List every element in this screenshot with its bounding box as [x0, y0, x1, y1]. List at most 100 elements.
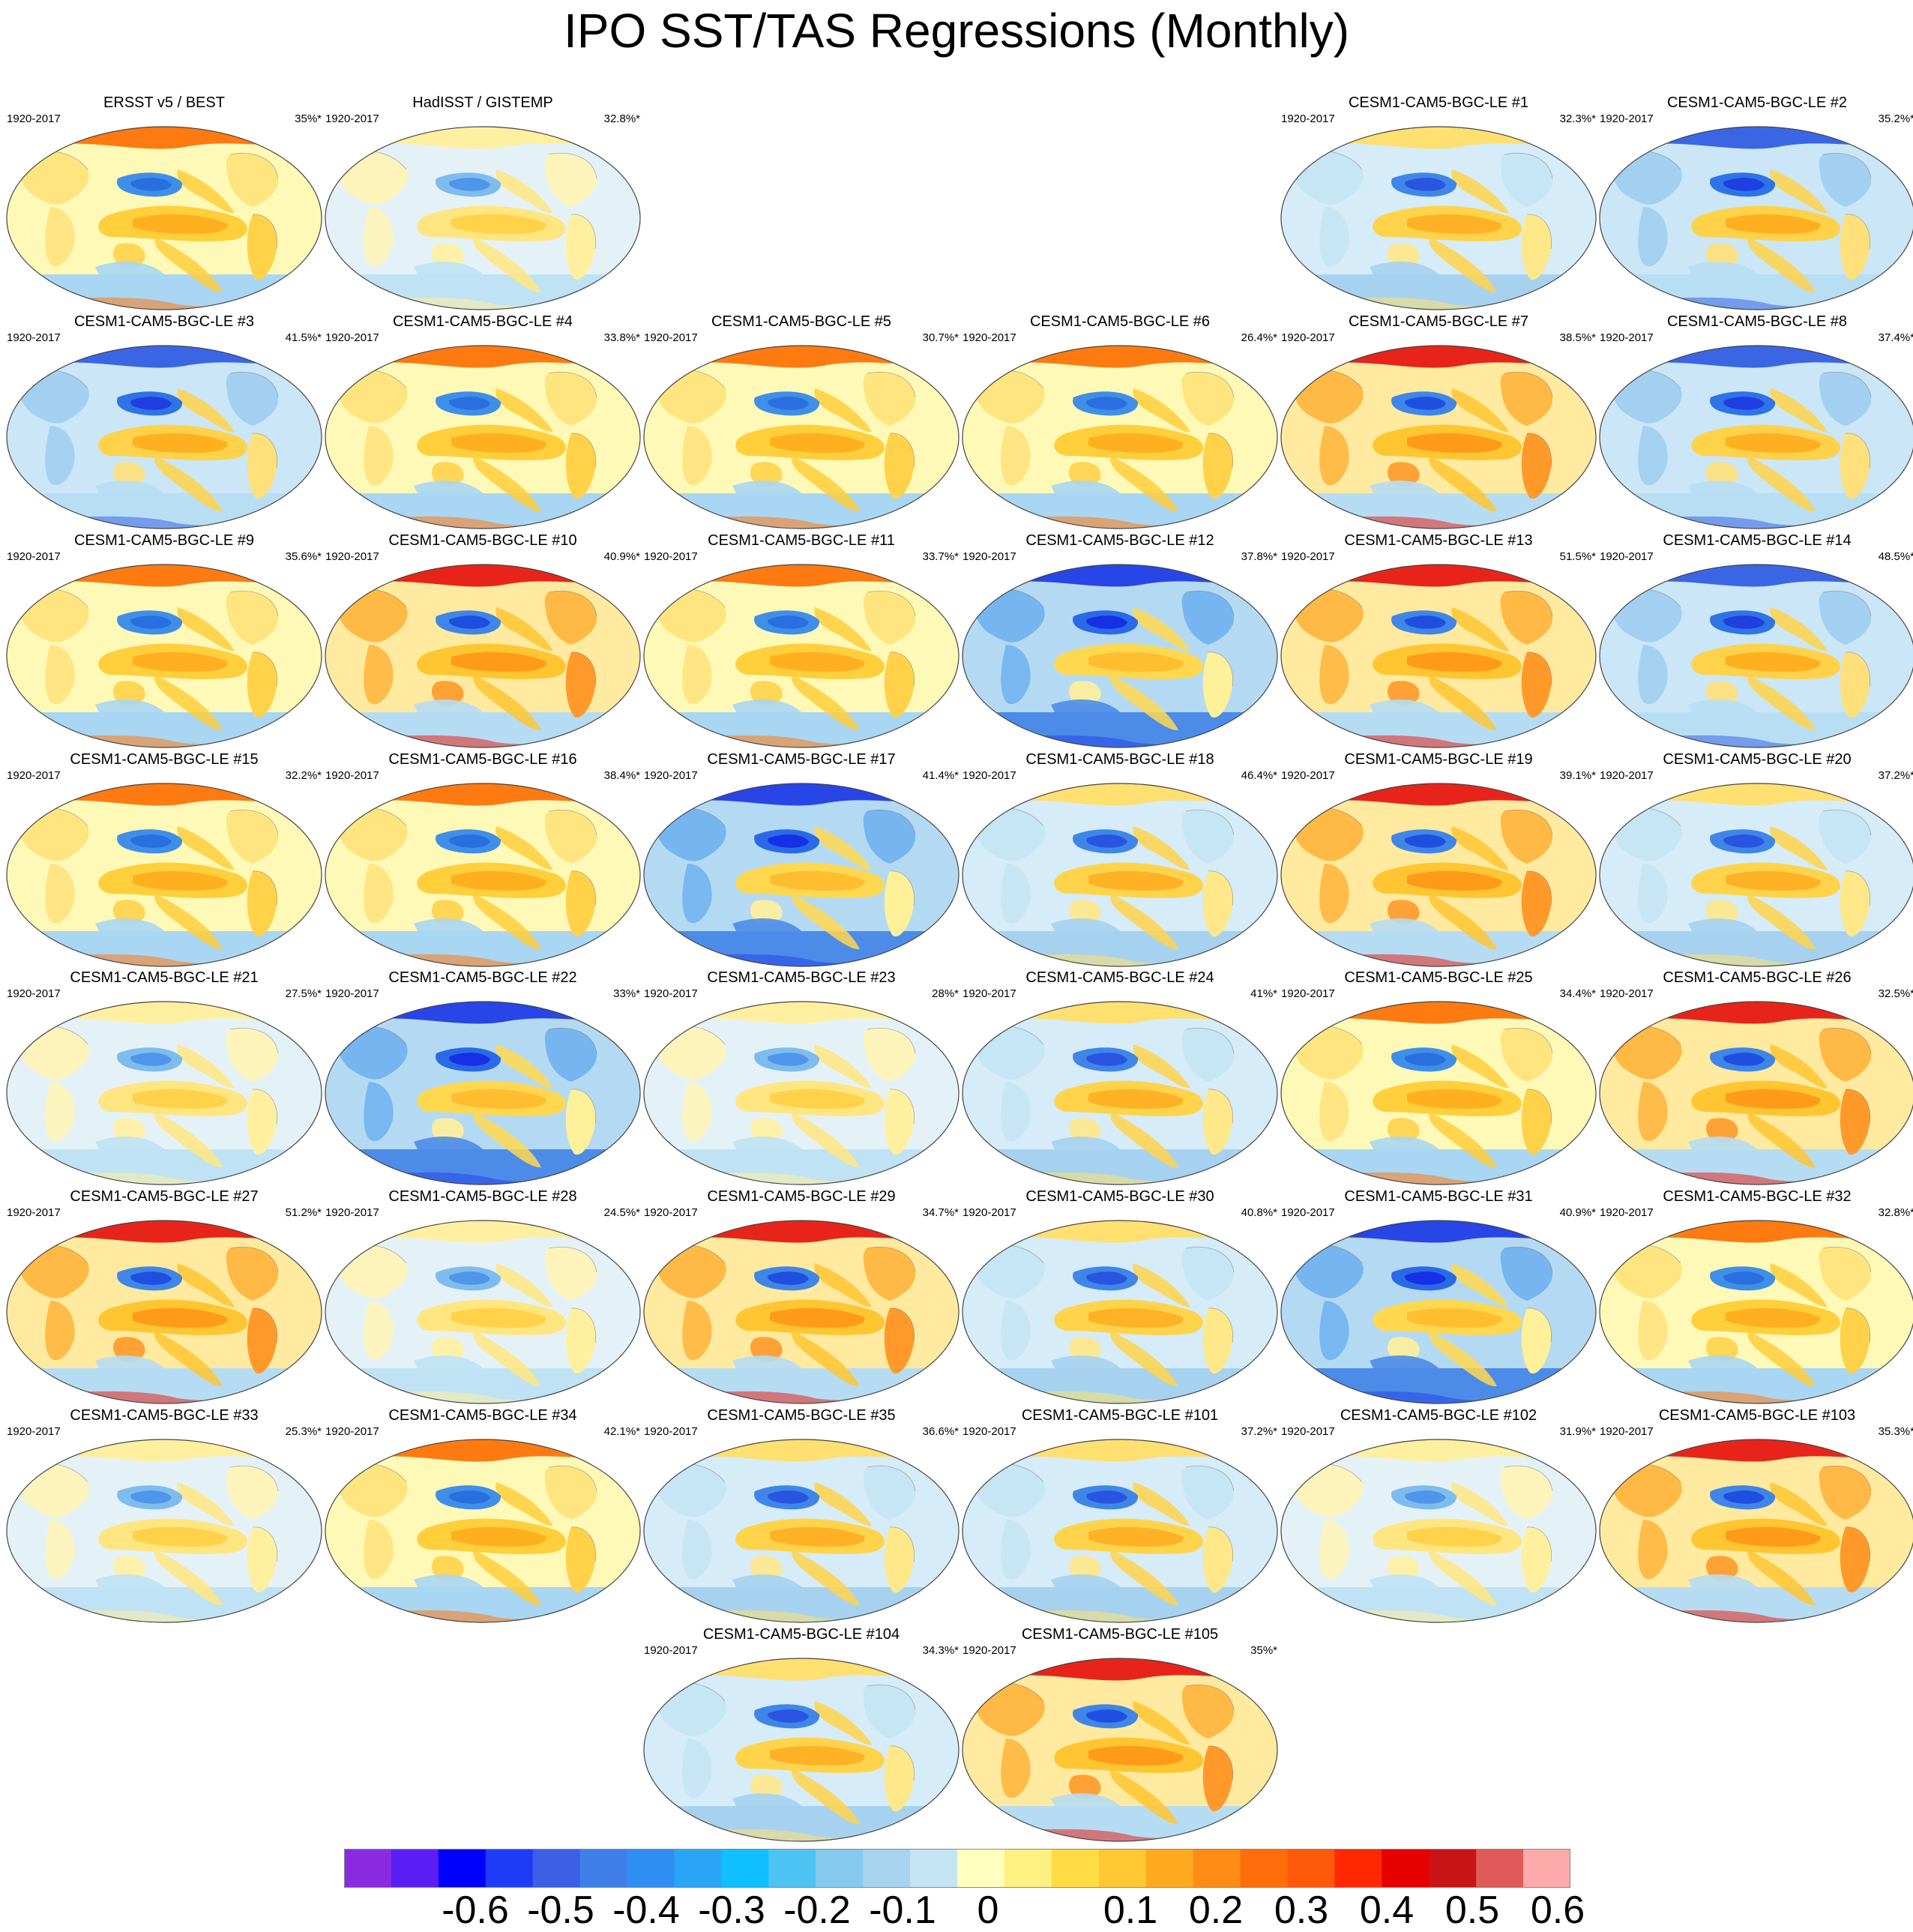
- panel-explained-variance: 37.4%*: [1878, 331, 1913, 344]
- regression-map: [325, 1220, 641, 1404]
- regression-map: [1280, 126, 1597, 310]
- panel-title: CESM1-CAM5-BGC-LE #19: [1344, 751, 1533, 768]
- map-panel: CESM1-CAM5-BGC-LE #23 1920-2017 28%*: [642, 969, 960, 1187]
- panel-period: 1920-2017: [325, 331, 379, 344]
- panel-explained-variance: 40.9%*: [1559, 1206, 1596, 1219]
- panel-explained-variance: 33.8%*: [603, 331, 640, 344]
- panel-period: 1920-2017: [7, 769, 61, 782]
- panel-explained-variance: 34.3%*: [922, 1644, 959, 1657]
- regression-map: [1599, 1439, 1913, 1623]
- panel-explained-variance: 28%*: [932, 987, 959, 1000]
- colorbar-swatch: [768, 1849, 816, 1888]
- panel-title: CESM1-CAM5-BGC-LE #18: [1025, 751, 1214, 768]
- map-panel: ERSST v5 / BEST 1920-2017 35%*: [5, 94, 323, 312]
- panel-explained-variance: 32.3%*: [1559, 112, 1596, 125]
- page-title: IPO SST/TAS Regressions (Monthly): [564, 4, 1349, 58]
- panel-title: CESM1-CAM5-BGC-LE #10: [388, 532, 577, 549]
- panel-explained-variance: 36.6%*: [922, 1425, 959, 1438]
- panel-explained-variance: 40.8%*: [1241, 1206, 1277, 1219]
- panel-period: 1920-2017: [962, 1644, 1016, 1657]
- colorbar-swatch: [627, 1849, 675, 1888]
- colorbar-tick-label: 0.5: [1444, 1889, 1500, 1932]
- panel-explained-variance: 33.7%*: [922, 550, 959, 563]
- regression-map: [1599, 126, 1913, 310]
- map-panel: CESM1-CAM5-BGC-LE #16 1920-2017 38.4%*: [324, 751, 642, 969]
- panel-period: 1920-2017: [1600, 987, 1654, 1000]
- map-panel: CESM1-CAM5-BGC-LE #10 1920-2017 40.9%*: [324, 532, 642, 750]
- map-panel: CESM1-CAM5-BGC-LE #13 1920-2017 51.5%*: [1280, 532, 1597, 750]
- panel-period: 1920-2017: [7, 1425, 61, 1438]
- panel-explained-variance: 32.8%*: [603, 112, 640, 125]
- colorbar-swatch: [816, 1849, 864, 1888]
- panel-period: 1920-2017: [962, 1206, 1016, 1219]
- panel-explained-variance: 25.3%*: [285, 1425, 322, 1438]
- regression-map: [962, 1001, 1278, 1185]
- colorbar-swatch: [1051, 1849, 1100, 1888]
- panel-title: CESM1-CAM5-BGC-LE #105: [1021, 1626, 1219, 1643]
- regression-map: [1599, 564, 1913, 748]
- regression-map: [962, 783, 1278, 967]
- colorbar-swatch: [863, 1849, 911, 1888]
- regression-map: [643, 783, 959, 967]
- colorbar-swatch: [1193, 1849, 1241, 1888]
- colorbar-labels: -0.6 -0.5 -0.4 -0.3 -0.2 -0.1 0 0.1 0.2 0.3 0.4 0.5…: [0, 1889, 1913, 1931]
- panel-explained-variance: 38.4%*: [603, 769, 640, 782]
- map-panel: CESM1-CAM5-BGC-LE #6 1920-2017 26.4%*: [961, 313, 1279, 531]
- panel-title: CESM1-CAM5-BGC-LE #12: [1025, 532, 1214, 549]
- panel-title: CESM1-CAM5-BGC-LE #2: [1666, 94, 1848, 111]
- regression-map: [325, 126, 641, 310]
- panel-explained-variance: 40.9%*: [603, 550, 640, 563]
- panel-title: CESM1-CAM5-BGC-LE #15: [70, 751, 259, 768]
- panel-period: 1920-2017: [325, 1425, 379, 1438]
- regression-map: [325, 783, 641, 967]
- colorbar-tick-label: -0.4: [612, 1889, 680, 1932]
- panel-period: 1920-2017: [962, 1425, 1016, 1438]
- map-panel: CESM1-CAM5-BGC-LE #103 1920-2017 35.3%*: [1598, 1407, 1913, 1625]
- panel-explained-variance: 51.2%*: [285, 1206, 322, 1219]
- colorbar-tick-label: 0.2: [1188, 1889, 1244, 1932]
- colorbar-swatch: [391, 1849, 439, 1888]
- panel-period: 1920-2017: [325, 987, 379, 1000]
- colorbar-tick-label: -0.6: [442, 1889, 509, 1932]
- colorbar-swatch: [532, 1849, 581, 1888]
- panel-title: CESM1-CAM5-BGC-LE #29: [707, 1188, 896, 1205]
- panel-explained-variance: 35%*: [295, 112, 322, 125]
- panel-explained-variance: 37.2%*: [1878, 769, 1913, 782]
- regression-map: [643, 345, 959, 529]
- panel-explained-variance: 32.8%*: [1878, 1206, 1913, 1219]
- panel-explained-variance: 31.9%*: [1559, 1425, 1596, 1438]
- panel-title: CESM1-CAM5-BGC-LE #4: [392, 313, 573, 330]
- map-panel: CESM1-CAM5-BGC-LE #104 1920-2017 34.3%*: [642, 1626, 960, 1844]
- regression-map: [643, 564, 959, 748]
- panel-title: CESM1-CAM5-BGC-LE #1: [1348, 94, 1529, 111]
- panel-explained-variance: 42.1%*: [603, 1425, 640, 1438]
- regression-map: [962, 1220, 1278, 1404]
- map-panel: CESM1-CAM5-BGC-LE #4 1920-2017 33.8%*: [324, 313, 642, 531]
- map-panel: CESM1-CAM5-BGC-LE #1 1920-2017 32.3%*: [1280, 94, 1597, 312]
- map-panel: CESM1-CAM5-BGC-LE #105 1920-2017 35%*: [961, 1626, 1279, 1844]
- panel-title: ERSST v5 / BEST: [103, 94, 225, 111]
- regression-map: [6, 1439, 322, 1623]
- panel-explained-variance: 24.5%*: [603, 1206, 640, 1219]
- regression-map: [643, 1439, 959, 1623]
- panel-title: CESM1-CAM5-BGC-LE #35: [707, 1407, 896, 1424]
- regression-map: [325, 564, 641, 748]
- map-panel: CESM1-CAM5-BGC-LE #33 1920-2017 25.3%*: [5, 1407, 323, 1625]
- regression-map: [1280, 1001, 1597, 1185]
- panel-title: CESM1-CAM5-BGC-LE #27: [70, 1188, 259, 1205]
- colorbar-swatch: [1287, 1849, 1335, 1888]
- panel-explained-variance: 41%*: [1250, 987, 1277, 1000]
- panel-grid: ERSST v5 / BEST 1920-2017 35%* HadISST / GI…: [5, 94, 1913, 1844]
- map-panel: CESM1-CAM5-BGC-LE #17 1920-2017 41.4%*: [642, 751, 960, 969]
- panel-title: CESM1-CAM5-BGC-LE #9: [73, 532, 255, 549]
- colorbar-swatch: [1382, 1849, 1430, 1888]
- panel-explained-variance: 33%*: [613, 987, 640, 1000]
- panel-explained-variance: 26.4%*: [1241, 331, 1277, 344]
- map-panel: CESM1-CAM5-BGC-LE #3 1920-2017 41.5%*: [5, 313, 323, 531]
- panel-period: 1920-2017: [1281, 1425, 1335, 1438]
- panel-explained-variance: 41.5%*: [285, 331, 322, 344]
- panel-period: 1920-2017: [644, 1206, 698, 1219]
- map-panel: CESM1-CAM5-BGC-LE #102 1920-2017 31.9%*: [1280, 1407, 1597, 1625]
- panel-explained-variance: 37.2%*: [1241, 1425, 1277, 1438]
- colorbar-tick-label: 0.4: [1359, 1889, 1415, 1932]
